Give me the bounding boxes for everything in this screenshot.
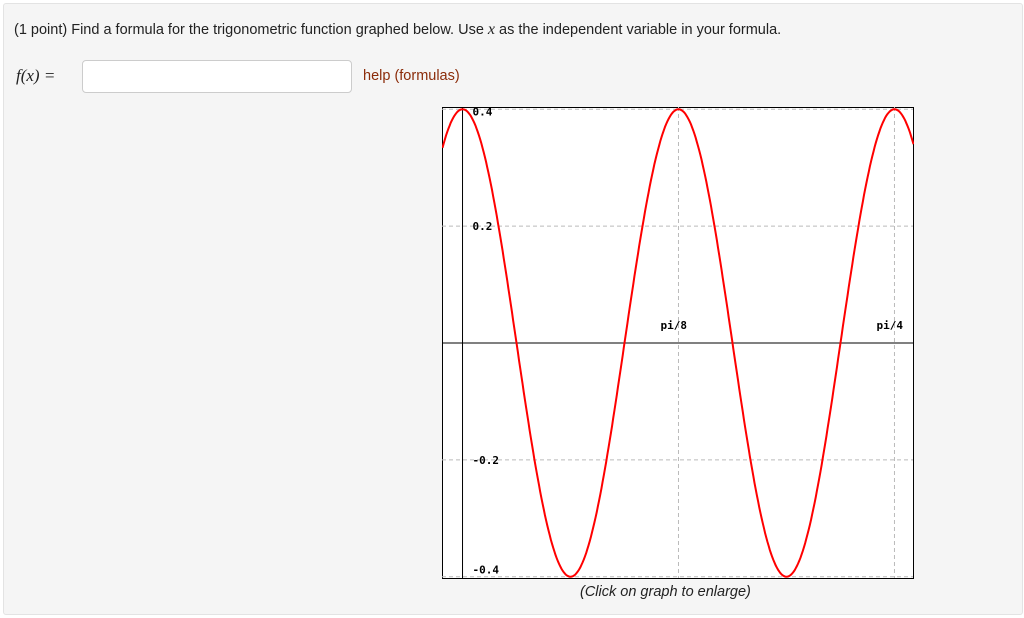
- help-formulas-link[interactable]: help (formulas): [363, 68, 460, 84]
- answer-input[interactable]: [82, 60, 352, 93]
- y-tick-label: 0.2: [473, 220, 493, 233]
- function-curve: [442, 108, 914, 578]
- question-text: (1 point) Find a formula for the trigono…: [14, 21, 782, 38]
- y-tick-label: -0.4: [473, 564, 500, 577]
- answer-label: f(x) =: [16, 66, 56, 85]
- function-graph[interactable]: 0.4 0.2 -0.2 -0.4 pi/8 pi/4: [442, 107, 914, 579]
- enlarge-caption[interactable]: (Click on graph to enlarge): [580, 584, 751, 600]
- x-tick-label: pi/4: [876, 319, 903, 332]
- x-tick-label: pi/8: [660, 319, 687, 332]
- y-tick-label: -0.2: [473, 454, 500, 467]
- y-tick-label: 0.4: [473, 107, 493, 118]
